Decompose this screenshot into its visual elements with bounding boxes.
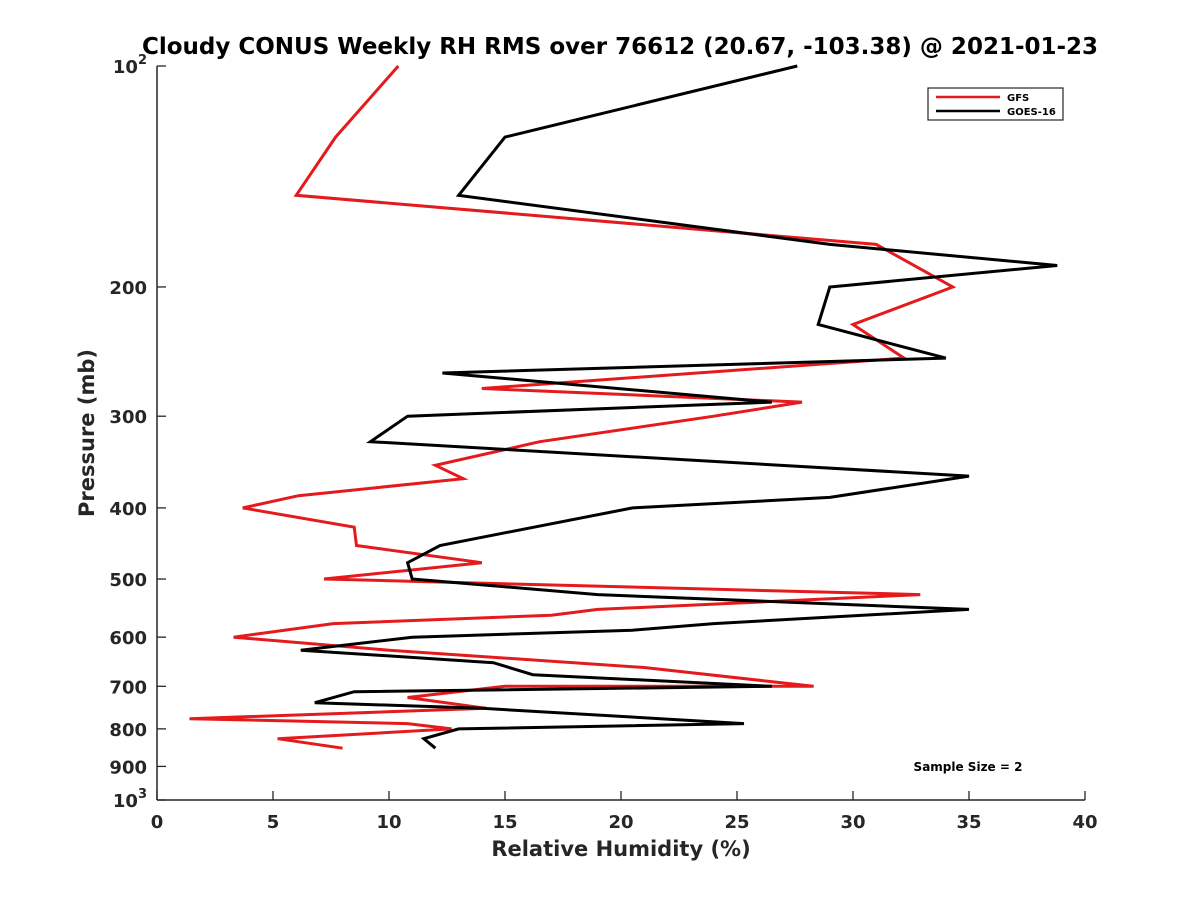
legend-label-gfs: GFS [1007, 93, 1029, 104]
y-tick-label: 800 [109, 720, 147, 741]
series-line-goes16 [300, 64, 1058, 750]
x-tick-label: 5 [267, 812, 280, 833]
chart-title: Cloudy CONUS Weekly RH RMS over 76612 (2… [142, 34, 1098, 60]
x-tick-label: 40 [1072, 812, 1097, 833]
legend-box [927, 87, 1064, 121]
y-tick-label: 700 [109, 677, 147, 698]
series-line-gfs [189, 65, 957, 750]
y-tick-label: 600 [109, 628, 147, 649]
y-tick-label: 102 [113, 53, 147, 78]
y-tick-label: 300 [109, 407, 147, 428]
y-tick-label: 400 [109, 499, 147, 520]
x-tick-label: 15 [492, 812, 517, 833]
x-axis-label: Relative Humidity (%) [491, 837, 750, 861]
x-tick-label: 20 [608, 812, 633, 833]
y-tick-label: 103 [113, 787, 147, 812]
y-tick-label: 900 [109, 757, 147, 778]
x-tick-label: 0 [151, 812, 164, 833]
x-tick-label: 25 [724, 812, 749, 833]
y-axis-label: Pressure (mb) [75, 349, 99, 517]
y-tick-label: 500 [109, 570, 147, 591]
y-ticks: 102 200 300 400 500 600 700 800 900 103 [109, 53, 166, 812]
x-tick-label: 35 [956, 812, 981, 833]
legend-label-goes16: GOES-16 [1007, 107, 1056, 118]
x-tick-label: 10 [376, 812, 401, 833]
legend: GFS GOES-16 [927, 87, 1064, 121]
x-ticks: 0 5 10 15 20 25 30 35 40 [151, 791, 1098, 833]
series-group [189, 64, 1058, 750]
y-tick-label: 200 [109, 278, 147, 299]
y-tick-exponent: 2 [138, 53, 147, 68]
x-tick-label: 30 [840, 812, 865, 833]
y-tick-exponent: 3 [138, 787, 147, 802]
sample-size-annotation: Sample Size = 2 [914, 760, 1023, 774]
